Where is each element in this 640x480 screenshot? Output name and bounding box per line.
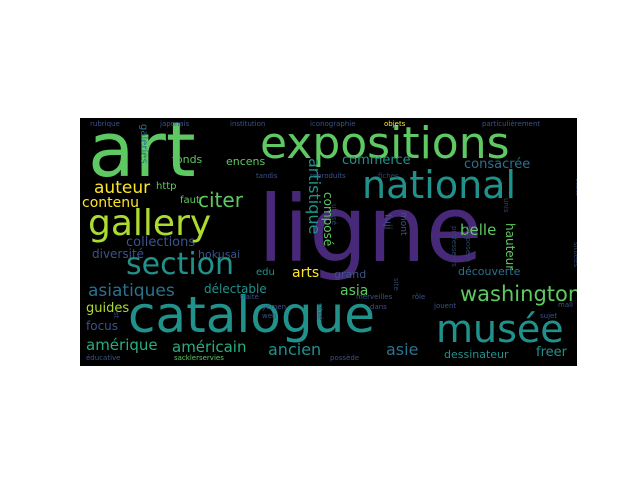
word-asie: asie: [386, 340, 419, 359]
word-sacklerservies: sacklerservies: [174, 354, 224, 362]
word-web: web: [262, 312, 277, 320]
word-arts: arts: [292, 265, 320, 281]
word-jouent: jouent: [434, 302, 457, 310]
word-hauteur: hauteur: [503, 223, 517, 271]
word-particulierement: particulièrement: [482, 120, 541, 128]
word-unis: unis: [502, 198, 510, 213]
word-ancien: ancien: [268, 340, 322, 359]
word-educative: éducative: [86, 354, 121, 362]
word-iconographie: iconographie: [310, 120, 356, 128]
word-proposees: proposées: [464, 226, 472, 263]
word-gallery: gallery: [88, 203, 212, 244]
word-professeurs: professeurs: [450, 226, 458, 267]
word-http: http: [156, 181, 177, 192]
word-art: art: [88, 118, 196, 194]
word-encens: encens: [226, 155, 266, 168]
word-americain: américain: [172, 338, 247, 356]
word-merveilles: merveilles: [356, 293, 393, 301]
word-collections: collections: [126, 235, 196, 250]
word-situees: situées: [572, 242, 577, 268]
word-dans: dans: [370, 303, 387, 311]
word-auteur: auteur: [94, 178, 151, 198]
word-edu: edu: [256, 267, 275, 278]
word-belle: belle: [460, 221, 497, 239]
word-japonais: japonais: [160, 120, 190, 128]
word-consacree: consacrée: [464, 157, 531, 172]
word-cloud: ligne ligne art expositions national gal…: [80, 118, 577, 366]
word-mont: mont: [398, 212, 408, 236]
word-dessinateur: dessinateur: [444, 348, 509, 361]
word-section: section: [126, 247, 235, 282]
word-reproduits: reproduits: [310, 172, 346, 180]
word-st: st: [112, 312, 120, 319]
word-situe: situé: [316, 303, 324, 321]
word-amerique: amérique: [86, 336, 158, 354]
word-possede: possède: [330, 354, 360, 362]
word-role: rôle: [412, 293, 426, 301]
word-delectable: délectable: [204, 282, 267, 296]
word-catalogue: catalogue: [128, 286, 376, 344]
word-yemen: yémen: [262, 303, 287, 311]
word-musee: musée: [436, 307, 564, 351]
word-grand: grand: [334, 268, 367, 281]
word-focus: focus: [86, 319, 119, 333]
word-traite: traité: [240, 293, 259, 301]
word-asiatiques: asiatiques: [88, 281, 175, 301]
word-faut: faut: [180, 195, 200, 206]
word-citer: citer: [198, 188, 243, 212]
word-rubrique: rubrique: [90, 120, 120, 128]
word-contenu: contenu: [82, 195, 139, 211]
word-fuji: fuji: [382, 214, 393, 230]
word-national: national: [362, 163, 517, 207]
word-tandis: tandis: [256, 172, 278, 180]
word-site: site: [392, 278, 400, 291]
word-objets: objets: [384, 120, 406, 128]
word-fonds: fonds: [172, 153, 203, 166]
word-freer: freer: [536, 345, 567, 360]
word-commerce: commerce: [342, 153, 411, 168]
word-institution: institution: [230, 120, 266, 128]
word-diversite: diversité: [92, 247, 145, 261]
word-galeries: galeries: [138, 124, 149, 164]
word-ligne-horizontal: ligne: [258, 176, 483, 283]
word-fiches: fiches: [378, 172, 399, 180]
word-expositions: expositions: [260, 118, 510, 169]
word-hokusai: hokusai: [198, 248, 241, 261]
word-asia: asia: [340, 283, 369, 299]
word-utilise: utilisé: [330, 204, 338, 225]
word-etats: états: [574, 178, 577, 196]
word-artistique: artistique: [305, 158, 324, 235]
word-washington: washington: [460, 282, 577, 306]
word-guides: guides: [86, 301, 130, 316]
word-sujet: sujet: [540, 312, 558, 320]
word-decouverte: découverte: [458, 265, 521, 278]
word-mall: mall: [558, 301, 573, 309]
